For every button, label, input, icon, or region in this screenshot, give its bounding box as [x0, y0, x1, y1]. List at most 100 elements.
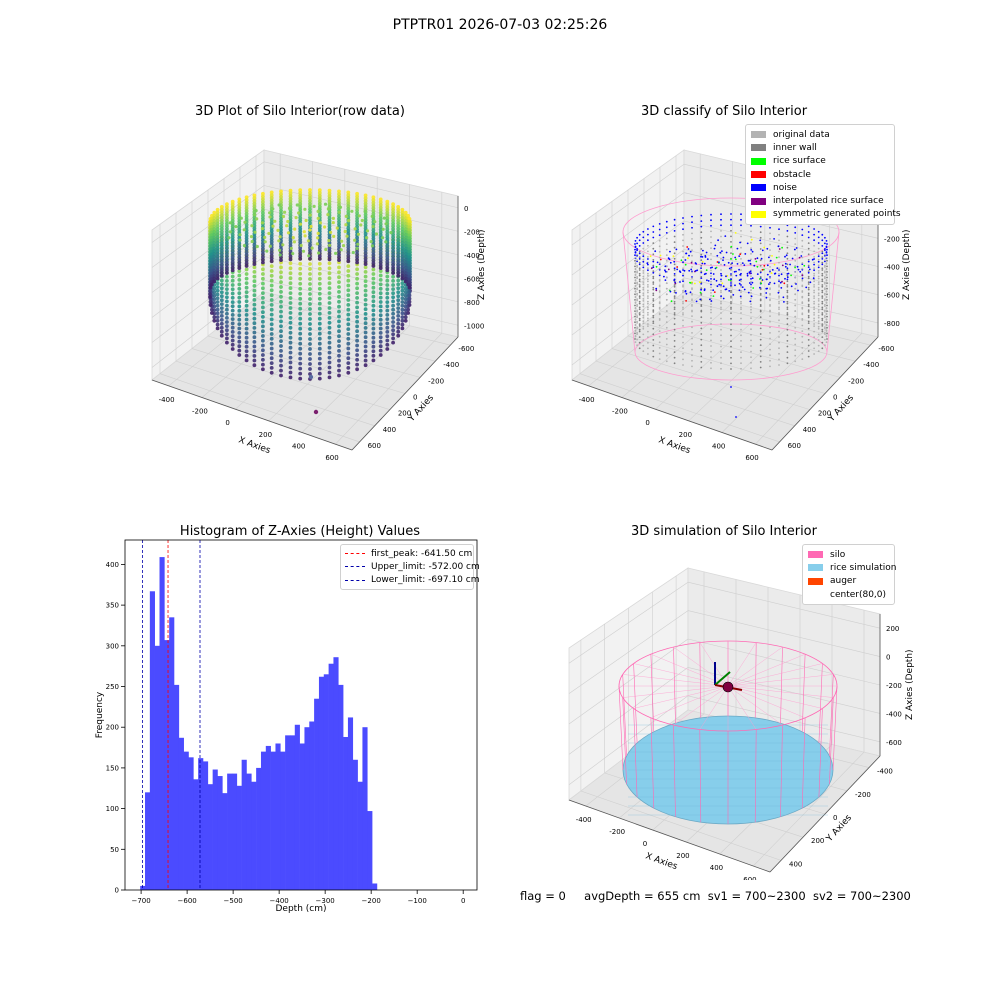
- point: [269, 351, 274, 356]
- point: [346, 370, 351, 375]
- point: [355, 338, 359, 343]
- xtick-label: −200: [362, 897, 381, 905]
- point: [780, 273, 783, 276]
- point: [371, 322, 376, 326]
- point: [740, 328, 742, 331]
- point: [665, 326, 668, 329]
- point: [817, 311, 820, 313]
- point: [279, 275, 283, 280]
- point: [634, 273, 637, 276]
- panel4-ytick-label: 0: [833, 814, 837, 822]
- point: [705, 272, 707, 275]
- point: [647, 256, 649, 258]
- point: [786, 328, 789, 331]
- point: [813, 300, 815, 303]
- point: [346, 312, 351, 317]
- point: [821, 313, 824, 316]
- point: [794, 332, 797, 335]
- point: [225, 316, 229, 320]
- point: [691, 254, 693, 257]
- point: [400, 318, 405, 323]
- point: [812, 277, 815, 280]
- point: [252, 363, 257, 368]
- legend-entry: center(80,0): [808, 588, 889, 601]
- point: [673, 308, 676, 310]
- point: [710, 317, 712, 319]
- point: [337, 280, 341, 284]
- point: [355, 305, 359, 310]
- point: [740, 230, 742, 232]
- point: [279, 299, 283, 304]
- point: [786, 351, 789, 353]
- point: [636, 253, 638, 256]
- point: [634, 321, 636, 324]
- point: [638, 306, 641, 309]
- point: [638, 278, 641, 281]
- point: [720, 302, 722, 305]
- point: [647, 325, 649, 327]
- point: [801, 274, 804, 277]
- point: [371, 335, 376, 340]
- panel2-ytick-label: 400: [803, 426, 816, 434]
- point: [778, 313, 780, 316]
- point: [288, 360, 293, 365]
- point: [811, 258, 814, 261]
- point: [824, 309, 826, 312]
- point: [675, 248, 678, 251]
- point: [269, 332, 274, 336]
- point: [759, 338, 762, 341]
- point: [237, 304, 242, 309]
- point: [400, 307, 405, 312]
- point: [673, 230, 676, 232]
- legend-entry: symmetric generated points: [751, 208, 901, 221]
- point: [634, 329, 637, 332]
- point: [355, 353, 359, 357]
- point: [703, 289, 706, 292]
- point: [385, 325, 390, 330]
- point: [337, 304, 341, 309]
- point: [396, 302, 401, 306]
- point: [391, 324, 395, 328]
- point: [739, 253, 742, 256]
- point: [288, 261, 293, 266]
- point: [261, 281, 265, 286]
- point: [817, 247, 820, 250]
- point: [658, 234, 661, 237]
- point: [673, 300, 676, 303]
- point: [403, 304, 408, 309]
- point: [687, 248, 690, 250]
- point: [317, 366, 322, 371]
- point: [710, 264, 712, 266]
- point: [720, 291, 722, 294]
- point: [813, 274, 815, 277]
- point: [261, 343, 265, 348]
- point: [327, 350, 332, 355]
- point: [750, 328, 752, 331]
- point: [676, 266, 679, 268]
- point: [801, 239, 804, 242]
- point: [675, 292, 677, 294]
- point: [638, 285, 641, 288]
- point: [778, 306, 780, 309]
- point: [634, 279, 637, 281]
- point: [378, 291, 383, 296]
- point: [252, 316, 257, 321]
- point: [371, 353, 376, 358]
- point: [225, 299, 229, 304]
- point: [378, 308, 383, 313]
- point: [652, 305, 655, 308]
- point: [337, 344, 341, 348]
- point: [664, 279, 667, 281]
- point: [642, 309, 645, 311]
- point: [658, 239, 661, 242]
- point: [750, 238, 753, 241]
- point: [634, 243, 636, 245]
- point: [685, 300, 687, 302]
- point: [821, 323, 824, 325]
- point: [346, 264, 351, 268]
- point: [337, 329, 341, 334]
- point: [722, 297, 725, 300]
- point: [237, 282, 242, 287]
- point: [794, 243, 797, 246]
- point: [327, 340, 332, 345]
